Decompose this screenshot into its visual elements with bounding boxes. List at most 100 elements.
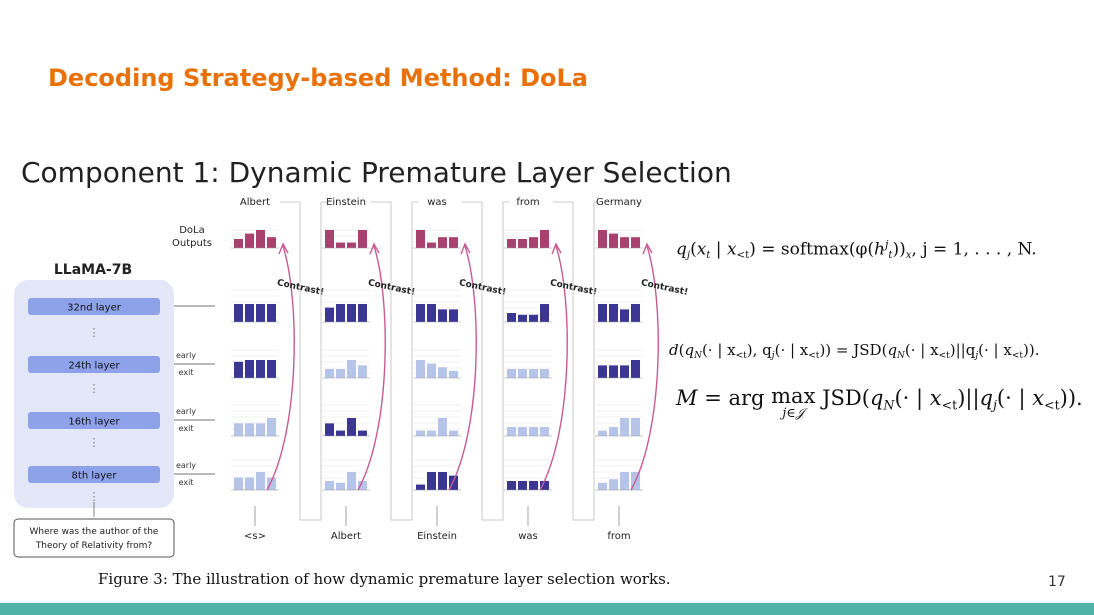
token-columns: Albert <s> Contrast! Einstein Albert Contrast… bbox=[231, 197, 689, 542]
layer-bar bbox=[540, 427, 549, 436]
contrast-arrow bbox=[448, 245, 477, 491]
layer-bar bbox=[609, 365, 618, 378]
contrast-arrow bbox=[539, 245, 568, 491]
layer-bar bbox=[518, 314, 527, 322]
output-token: Einstein bbox=[326, 197, 366, 208]
question-line2: Theory of Relativity from? bbox=[35, 541, 153, 551]
output-bar bbox=[267, 237, 276, 248]
layer-bar bbox=[358, 365, 367, 378]
layer-bar bbox=[518, 427, 527, 436]
layer-bar bbox=[427, 430, 436, 436]
layer-bar bbox=[507, 313, 516, 322]
layer-bar bbox=[449, 309, 458, 322]
layer-bar bbox=[598, 304, 607, 322]
layer-box bbox=[28, 466, 160, 483]
early-exit-label: exit bbox=[179, 368, 194, 377]
contrast-label: Contrast! bbox=[276, 278, 325, 298]
model-label: LLaMA-7B bbox=[54, 262, 132, 278]
layer-bar bbox=[358, 304, 367, 322]
output-bar bbox=[325, 230, 334, 248]
layer-bar bbox=[540, 369, 549, 378]
slide-subtitle: Component 1: Dynamic Premature Layer Sel… bbox=[21, 156, 732, 189]
layer-label: 32nd layer bbox=[67, 303, 122, 314]
layer-bar bbox=[347, 472, 356, 490]
layer-bar bbox=[449, 475, 458, 490]
contrast-arrowhead bbox=[551, 242, 562, 255]
early-exit-label: exit bbox=[179, 478, 194, 487]
layer-bar bbox=[267, 418, 276, 436]
output-bar bbox=[358, 230, 367, 248]
early-exit-label: early bbox=[176, 351, 196, 360]
layer-bar bbox=[267, 477, 276, 490]
layer-bar bbox=[245, 423, 254, 436]
output-bar bbox=[529, 237, 538, 248]
layer-bar bbox=[245, 360, 254, 378]
layer-bar bbox=[449, 370, 458, 378]
layer-bar bbox=[609, 479, 618, 490]
equation-jsd-distance: d(qN(· | x<t), qj(· | x<t)) = JSD(qN(· |… bbox=[669, 341, 1040, 362]
layer-bar bbox=[518, 369, 527, 378]
layer-bar bbox=[256, 304, 265, 322]
input-token: was bbox=[518, 531, 538, 542]
vdots: ⋮ bbox=[89, 326, 100, 339]
early-exit-label: early bbox=[176, 407, 196, 416]
contrast-arrow bbox=[266, 245, 295, 491]
contrast-arrowhead bbox=[460, 242, 471, 255]
vdots: ⋮ bbox=[89, 382, 100, 395]
input-token: from bbox=[607, 531, 630, 542]
contrast-arrowhead bbox=[369, 242, 380, 255]
output-bar bbox=[245, 233, 254, 248]
layer-bar bbox=[540, 304, 549, 322]
output-bar bbox=[518, 239, 527, 248]
layer-bar bbox=[347, 360, 356, 378]
input-token: Einstein bbox=[417, 531, 457, 542]
layer-bar bbox=[245, 477, 254, 490]
layer-bar bbox=[416, 484, 425, 490]
layer-bar bbox=[336, 482, 345, 490]
layer-bar bbox=[416, 304, 425, 322]
output-bar bbox=[427, 242, 436, 248]
layer-bar bbox=[507, 427, 516, 436]
layer-box bbox=[28, 298, 160, 315]
layer-box bbox=[28, 412, 160, 429]
output-bar bbox=[347, 242, 356, 248]
output-bar bbox=[416, 230, 425, 248]
layer-bar bbox=[267, 304, 276, 322]
layer-bar bbox=[631, 418, 640, 436]
layer-bar bbox=[620, 309, 629, 322]
layer-bar bbox=[438, 367, 447, 378]
contrast-arrowhead bbox=[278, 242, 289, 255]
output-bar bbox=[620, 237, 629, 248]
layer-bar bbox=[427, 363, 436, 378]
layer-bar bbox=[529, 314, 538, 322]
figure-caption: Figure 3: The illustration of how dynami… bbox=[98, 570, 671, 588]
output-token: was bbox=[427, 197, 447, 208]
layer-bar bbox=[336, 369, 345, 378]
layer-bar bbox=[507, 369, 516, 378]
contrast-arrow bbox=[357, 245, 386, 491]
layer-bar bbox=[529, 481, 538, 490]
column-separator bbox=[462, 201, 509, 521]
layer-box bbox=[28, 356, 160, 373]
output-token: Albert bbox=[240, 197, 270, 208]
early-exit-label: early bbox=[176, 461, 196, 470]
layer-bar bbox=[449, 430, 458, 436]
model-panel bbox=[14, 280, 174, 508]
column-separator bbox=[280, 201, 327, 521]
contrast-label: Contrast! bbox=[458, 278, 507, 298]
question-box bbox=[13, 518, 175, 558]
layer-bar bbox=[529, 427, 538, 436]
output-bar bbox=[631, 237, 640, 248]
layer-bar bbox=[347, 304, 356, 322]
output-bar bbox=[507, 239, 516, 248]
token-column: from was Contrast! bbox=[504, 197, 600, 542]
layer-bar bbox=[358, 430, 367, 436]
output-bar bbox=[234, 239, 243, 248]
output-token: Germany bbox=[596, 197, 642, 208]
layer-bar bbox=[234, 477, 243, 490]
layer-bar bbox=[540, 481, 549, 490]
token-column: Albert <s> Contrast! bbox=[231, 197, 327, 542]
layer-bar bbox=[427, 304, 436, 322]
slide-title: Decoding Strategy-based Method: DoLa bbox=[48, 64, 588, 92]
token-column: was Einstein Contrast! bbox=[413, 197, 509, 542]
